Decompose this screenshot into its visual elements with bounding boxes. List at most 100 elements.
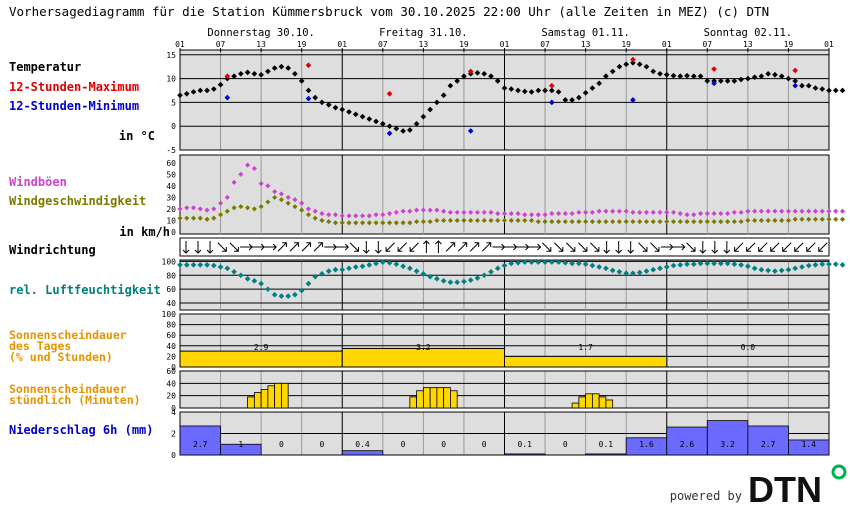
gust-point [481, 209, 487, 215]
label-temperature: Temperatur [9, 60, 81, 74]
arrow-head [734, 247, 739, 252]
arrow-head [525, 243, 530, 251]
tmax-point [467, 68, 474, 75]
label-precip: Niederschlag 6h (mm) [9, 423, 154, 437]
humidity-point [379, 259, 386, 265]
gust-point [650, 209, 656, 215]
tmin-point [305, 95, 312, 102]
arrow-shaft [638, 242, 648, 252]
arrow-shaft [553, 242, 564, 252]
humidity-point [738, 262, 744, 268]
arrow-head [806, 247, 811, 252]
gust-point [265, 183, 271, 189]
y-tick-label: 5 [171, 98, 176, 107]
sun-daily-bar [504, 355, 668, 368]
arrow-shaft [289, 242, 299, 252]
hour-label: 01 [175, 40, 185, 49]
sun-hourly-bar [247, 396, 255, 409]
arrow-shaft [686, 242, 696, 252]
hour-label: 13 [256, 40, 266, 49]
arrow-head [362, 249, 370, 254]
arrow-head [669, 243, 674, 251]
humidity-point [704, 260, 711, 267]
gust-point [204, 207, 210, 213]
y-tick-label: 20 [166, 392, 176, 401]
humidity-point [393, 261, 400, 267]
gust-point [339, 213, 345, 219]
temp-point [258, 71, 264, 78]
temp-point [278, 63, 285, 70]
arrow-head [627, 249, 635, 254]
gust-point [400, 208, 406, 214]
tmax-point [548, 82, 555, 89]
wind-arrow-icon [481, 242, 492, 252]
tmax-point [792, 67, 799, 74]
tmin-point [548, 99, 555, 106]
windspeed-point [839, 216, 846, 222]
arrow-shaft [818, 242, 828, 252]
humidity-point [839, 262, 846, 268]
y-tick-label: 10 [166, 75, 176, 84]
sun-hourly-bar [578, 396, 587, 409]
humidity-point [596, 264, 602, 270]
y-tick-label: 40 [166, 299, 176, 308]
panel-temperature [179, 49, 830, 151]
humidity-point [582, 261, 589, 267]
temp-point [434, 99, 440, 106]
humidity-point [603, 265, 609, 272]
temp-point [792, 78, 799, 84]
gust-point [508, 210, 514, 217]
day-label: Samstag 01.11. [541, 27, 630, 39]
humidity-point [630, 270, 636, 277]
windspeed-point [670, 219, 677, 225]
y-tick-label: -5 [166, 146, 176, 155]
arrow-shaft [566, 242, 576, 252]
arrow-head [234, 247, 239, 252]
gust-point [427, 207, 433, 213]
humidity-point [339, 266, 346, 273]
arrow-head [450, 242, 456, 247]
precip-bar [179, 425, 221, 456]
wind-arrow-icon [435, 240, 442, 253]
temp-point [204, 87, 210, 94]
humidity-point [812, 262, 819, 268]
gust-point [711, 210, 717, 217]
windspeed-point [258, 204, 264, 210]
gust-point [569, 210, 575, 217]
arrow-head [182, 249, 190, 254]
wind-arrow-icon [627, 241, 635, 254]
day-label: Freitag 31.10. [379, 27, 468, 39]
arrow-head [558, 247, 564, 252]
precip-value-label: 1.6 [639, 440, 654, 449]
wind-arrow-icon [264, 243, 277, 251]
temp-point [440, 92, 447, 99]
temp-point [285, 65, 291, 71]
precip-value-label: 0 [563, 440, 568, 449]
gust-point [224, 194, 230, 200]
temp-point [197, 87, 204, 94]
temp-point [474, 70, 481, 76]
temp-point [582, 90, 589, 96]
windspeed-point [393, 220, 399, 226]
precip-bar [747, 425, 789, 456]
humidity-point [609, 267, 616, 274]
humidity-point [305, 280, 312, 287]
precip-value-label: 0 [441, 440, 446, 449]
temp-point [325, 101, 332, 108]
panel-humidity [179, 259, 830, 311]
arrow-shaft [782, 242, 792, 252]
marks-layer: 2.9 3.2 1.7 0.0 2.7 1 0 0 0.4 0 0 0 0.1 0 0.1 1.6 2.6 3.2… [177, 56, 846, 456]
y-tick-label: 60 [166, 367, 176, 376]
temp-point [805, 82, 812, 89]
powered-by-text: powered by [670, 489, 742, 503]
humidity-point [785, 266, 792, 273]
humidity-point [663, 264, 670, 270]
hour-label: 19 [459, 40, 469, 49]
label-unit-kmh: in km/h [119, 225, 170, 239]
day-label: Donnerstag 30.10. [207, 27, 314, 39]
sun-hourly-bar [409, 396, 418, 409]
arrow-shaft [578, 242, 588, 252]
windspeed-point [569, 219, 575, 225]
precip-bar [788, 439, 830, 456]
temp-point [819, 86, 826, 92]
